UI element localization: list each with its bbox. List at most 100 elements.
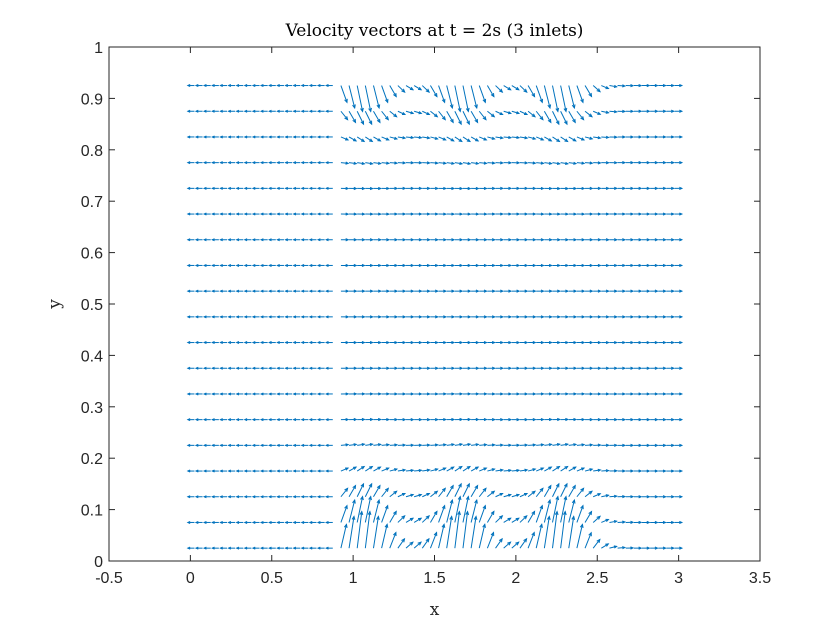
velocity-arrow [446, 484, 454, 498]
velocity-arrow [528, 366, 537, 370]
velocity-arrow [560, 238, 570, 242]
velocity-arrow [560, 340, 570, 345]
velocity-arrow [511, 263, 521, 268]
velocity-arrow [284, 263, 293, 267]
velocity-arrow [462, 263, 472, 268]
velocity-arrow [544, 212, 553, 216]
velocity-arrow [259, 212, 268, 216]
velocity-arrow [414, 135, 423, 140]
velocity-arrow [495, 136, 504, 140]
velocity-arrow [658, 135, 667, 139]
velocity-arrow [528, 417, 537, 422]
velocity-arrow [243, 418, 252, 422]
velocity-arrow [381, 136, 390, 141]
velocity-arrow [544, 340, 553, 345]
velocity-arrow [251, 341, 260, 345]
velocity-arrow [186, 366, 195, 370]
velocity-arrow [406, 186, 415, 190]
axes-box [108, 46, 761, 562]
velocity-arrow [576, 340, 586, 345]
velocity-arrow [284, 109, 293, 113]
velocity-arrow [276, 84, 284, 88]
velocity-arrow [503, 418, 513, 422]
velocity-arrow [186, 238, 195, 242]
velocity-arrow [617, 418, 627, 422]
velocity-arrow [211, 366, 219, 370]
velocity-arrow [373, 110, 381, 124]
velocity-arrow [495, 110, 504, 116]
velocity-arrow [397, 136, 407, 140]
velocity-arrow [658, 212, 667, 216]
velocity-arrow [349, 340, 358, 345]
velocity-arrow [479, 315, 488, 319]
velocity-arrow [503, 493, 513, 498]
velocity-arrow [276, 341, 284, 345]
velocity-arrow [519, 443, 529, 447]
velocity-arrow [381, 443, 391, 447]
velocity-arrow [650, 366, 659, 370]
velocity-arrow [235, 495, 244, 499]
velocity-arrow [421, 537, 430, 549]
velocity-arrow [486, 510, 495, 523]
velocity-arrow [511, 315, 521, 319]
velocity-arrow [650, 161, 659, 165]
velocity-arrow [406, 238, 415, 242]
velocity-arrow [560, 186, 570, 191]
velocity-arrow [479, 392, 488, 396]
velocity-arrow [348, 85, 356, 110]
velocity-arrow [414, 443, 423, 447]
velocity-arrow [454, 442, 464, 447]
velocity-arrow [348, 443, 358, 447]
velocity-arrow [308, 212, 317, 216]
velocity-arrow [194, 495, 203, 499]
velocity-arrow [470, 466, 480, 472]
velocity-arrow [585, 392, 594, 396]
velocity-arrow [227, 443, 236, 447]
velocity-arrow [495, 85, 504, 93]
velocity-arrow [202, 263, 211, 267]
velocity-arrow [609, 494, 618, 498]
velocity-arrow [560, 510, 567, 549]
velocity-arrow [544, 466, 553, 472]
velocity-arrow [642, 135, 651, 139]
velocity-arrow [422, 186, 431, 190]
velocity-arrow [609, 366, 618, 370]
velocity-arrow [324, 520, 333, 524]
velocity-arrow [454, 289, 464, 293]
velocity-arrow [381, 340, 391, 345]
velocity-arrow [300, 341, 309, 345]
velocity-arrow [348, 136, 358, 142]
velocity-arrow [593, 418, 602, 422]
velocity-arrow [340, 289, 350, 293]
velocity-arrow [503, 110, 513, 115]
velocity-arrow [211, 495, 219, 499]
velocity-arrow [284, 212, 293, 216]
velocity-arrow [211, 443, 219, 447]
velocity-arrow [373, 263, 383, 268]
velocity-arrow [609, 263, 618, 268]
x-tick-label: 2 [511, 570, 520, 587]
velocity-arrow [633, 520, 643, 525]
velocity-arrow [308, 109, 317, 113]
velocity-arrow [300, 212, 309, 216]
velocity-arrow [292, 469, 301, 473]
velocity-arrow [373, 136, 382, 142]
velocity-arrow [503, 212, 513, 216]
velocity-arrow [601, 340, 610, 345]
velocity-arrow [593, 366, 602, 370]
velocity-arrow [625, 392, 635, 396]
velocity-arrow [543, 484, 552, 498]
velocity-arrow [365, 465, 374, 472]
velocity-arrow [202, 238, 211, 242]
velocity-arrow [511, 517, 520, 523]
velocity-arrow [422, 161, 431, 165]
velocity-arrow [601, 238, 610, 242]
velocity-arrow [511, 135, 521, 140]
velocity-arrow [568, 417, 578, 422]
velocity-arrow [585, 186, 594, 191]
velocity-arrow [227, 315, 236, 319]
velocity-arrow [406, 289, 415, 293]
velocity-arrow [666, 289, 675, 293]
velocity-arrow [422, 315, 431, 319]
velocity-arrow [219, 418, 227, 422]
